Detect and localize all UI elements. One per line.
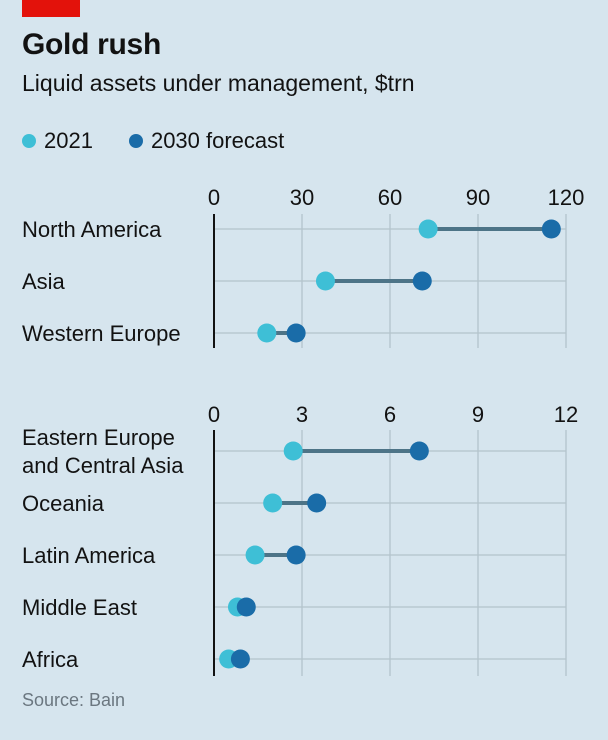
tick-label-1-2: 6 [384, 402, 396, 427]
tick-label-0-1: 30 [290, 185, 314, 210]
point-2030-0-2 [286, 323, 306, 343]
legend-item-2021: 2021 [22, 128, 93, 154]
category-label-0-2: Western Europe [22, 321, 181, 346]
tick-label-0-4: 120 [548, 185, 585, 210]
tick-label-1-1: 3 [296, 402, 308, 427]
category-label-0-0: North America [22, 217, 162, 242]
point-2030-1-3 [236, 597, 256, 617]
legend-label-2021: 2021 [44, 128, 93, 153]
brand-tag [22, 0, 80, 17]
category-label-1-2: Latin America [22, 543, 156, 568]
point-2030-1-0 [409, 441, 429, 461]
category-label-0-1: Asia [22, 269, 66, 294]
tick-label-1-3: 9 [472, 402, 484, 427]
point-2021-1-2 [245, 545, 265, 565]
chart-subtitle: Liquid assets under management, $trn [22, 70, 415, 96]
tick-label-0-0: 0 [208, 185, 220, 210]
point-2021-1-1 [263, 493, 283, 513]
legend-dot-2021 [22, 134, 36, 148]
source-note: Source: Bain [22, 690, 126, 710]
category-label-1-0-0: Eastern Europe [22, 425, 175, 450]
point-2021-0-0 [418, 219, 438, 239]
chart-title: Gold rush [22, 28, 161, 61]
tick-label-0-2: 60 [378, 185, 402, 210]
category-label-1-0-1: and Central Asia [22, 453, 184, 478]
category-label-1-3: Middle East [22, 595, 137, 620]
point-2030-1-1 [307, 493, 327, 513]
legend: 2021 2030 forecast [22, 128, 320, 154]
point-2021-1-0 [283, 441, 303, 461]
point-2021-0-1 [315, 271, 335, 291]
point-2030-1-4 [230, 649, 250, 669]
legend-dot-2030 [128, 134, 143, 148]
tick-label-1-0: 0 [208, 402, 220, 427]
point-2030-0-1 [412, 271, 432, 291]
tick-label-0-3: 90 [466, 185, 490, 210]
legend-label-2030: 2030 forecast [150, 128, 285, 153]
point-2030-1-2 [286, 545, 306, 565]
category-label-1-4: Africa [22, 647, 79, 672]
tick-label-1-4: 12 [554, 402, 578, 427]
point-2030-0-0 [541, 219, 561, 239]
point-2021-0-2 [257, 323, 277, 343]
legend-item-2030: 2030 forecast [128, 128, 285, 154]
category-label-1-1: Oceania [22, 491, 105, 516]
